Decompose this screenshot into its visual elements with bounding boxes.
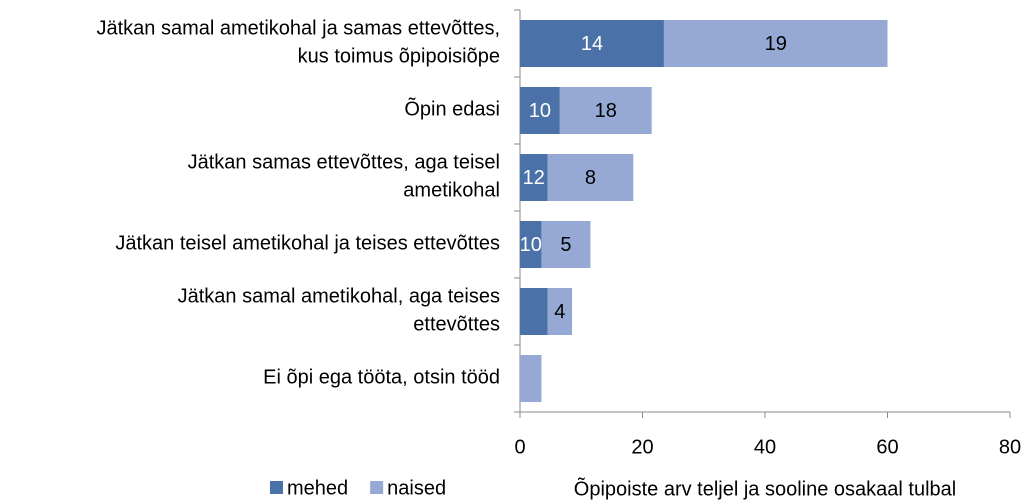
category-label-line: Jätkan samas ettevõttes, aga teisel <box>188 152 500 174</box>
category-label: Õpin edasi <box>404 97 500 121</box>
legend-swatch <box>270 481 283 494</box>
share-label: 12 <box>523 167 545 189</box>
share-label: 5 <box>560 234 571 256</box>
bar-segment <box>547 288 573 335</box>
x-tick-label: 40 <box>754 436 776 458</box>
bar-segment <box>547 154 634 201</box>
share-label: 14 <box>581 33 603 55</box>
bar-segment <box>663 20 888 67</box>
bar-segment <box>559 87 652 134</box>
share-label: 19 <box>765 33 787 55</box>
share-label: 18 <box>595 100 617 122</box>
category-label-line: ametikohal <box>403 180 500 202</box>
x-tick-label: 20 <box>631 436 653 458</box>
category-label-line: Õpin edasi <box>404 97 500 121</box>
bar-segment <box>520 20 664 67</box>
share-label: 10 <box>520 234 542 256</box>
bar-segment <box>520 221 542 268</box>
x-tick-label: 80 <box>999 436 1021 458</box>
category-label: Jätkan samas ettevõttes, aga teisel ameti… <box>188 152 500 202</box>
x-axis-title: Õpipoiste arv teljel ja sooline osakaal … <box>574 476 956 500</box>
bar-segment <box>541 221 591 268</box>
x-tick-label: 0 <box>514 436 525 458</box>
category-label-line: Jätkan samal ametikohal, aga teises <box>178 286 500 308</box>
category-label: Jätkan samal ametikohal, aga teises ettev… <box>178 286 500 336</box>
category-label-line: ettevõttes <box>413 314 500 336</box>
legend-swatch <box>370 481 384 494</box>
category-label-line: kus toimus õpipoisiõpe <box>298 46 500 68</box>
category-label-line: Jätkan samal ametikohal ja samas ettevõt… <box>96 18 500 40</box>
category-label: Jätkan samal ametikohal ja samas ettevõt… <box>96 18 500 68</box>
share-label: 10 <box>529 100 551 122</box>
category-label-line: Ei õpi ega tööta, otsin tööd <box>263 367 500 389</box>
share-label: 8 <box>585 167 596 189</box>
category-label: Jätkan teisel ametikohal ja teises ettev… <box>115 233 500 255</box>
bar-segment <box>520 87 560 134</box>
bar-segment <box>520 355 542 402</box>
bar-segment <box>520 154 548 201</box>
category-label: Ei õpi ega tööta, otsin tööd <box>263 367 500 389</box>
share-label: 4 <box>554 301 565 323</box>
legend-label: mehed <box>287 477 348 499</box>
legend-label: naised <box>387 477 446 499</box>
category-label-line: Jätkan teisel ametikohal ja teises ettev… <box>115 233 500 255</box>
bar-segment <box>520 288 548 335</box>
x-tick-label: 60 <box>876 436 898 458</box>
